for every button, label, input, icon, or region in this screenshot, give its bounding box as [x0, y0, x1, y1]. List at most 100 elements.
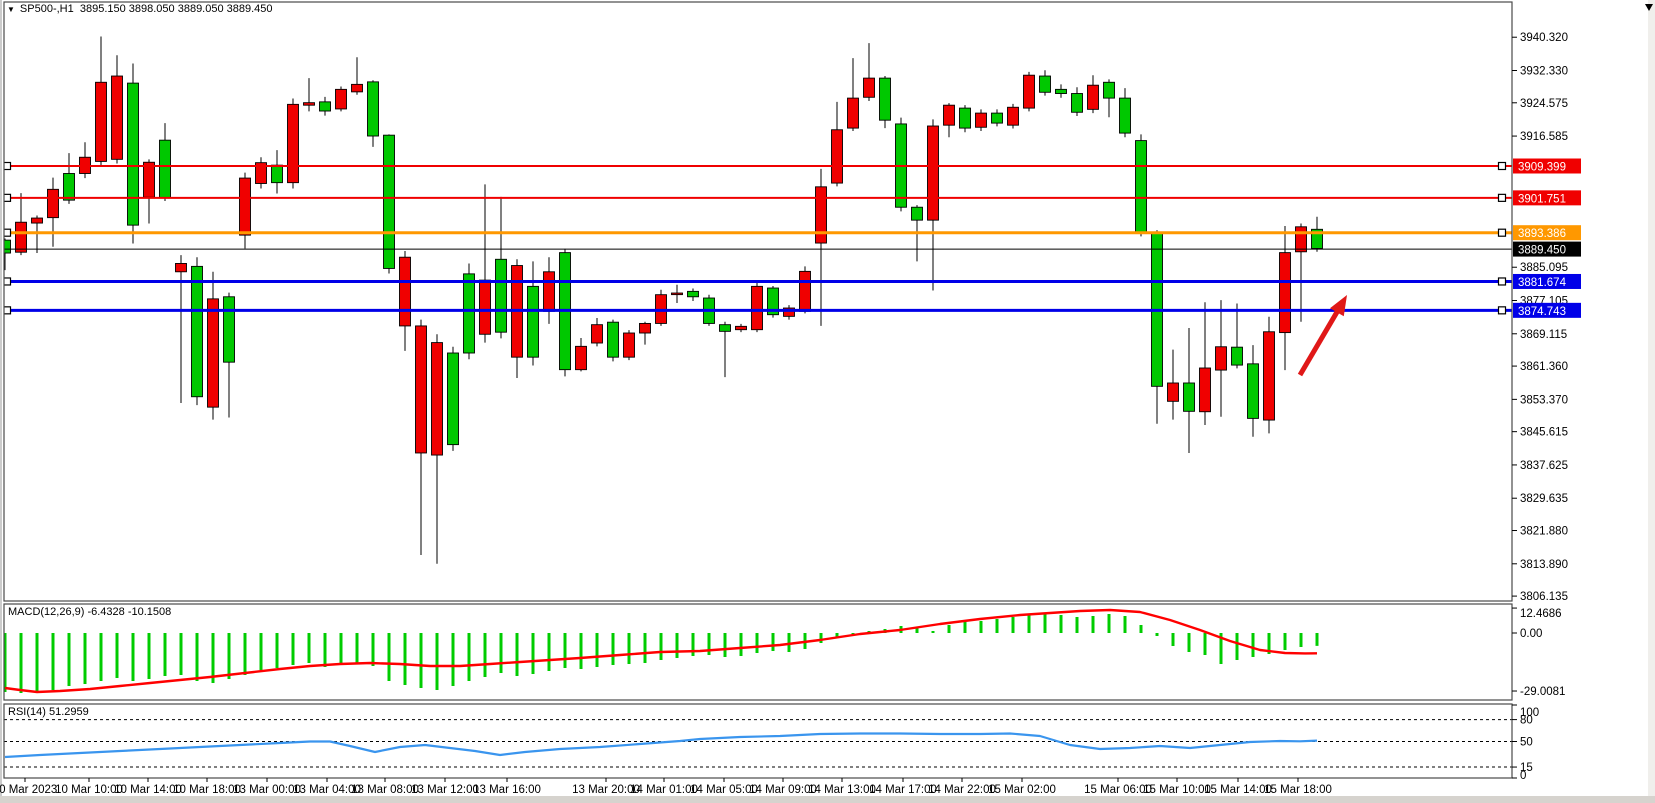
candle[interactable] [815, 168, 827, 326]
candle[interactable] [991, 109, 1003, 127]
candle-body [943, 104, 955, 126]
candle[interactable] [591, 318, 603, 347]
candle[interactable] [495, 196, 507, 339]
candle[interactable] [127, 63, 139, 244]
candle[interactable] [575, 338, 587, 372]
line-handle[interactable] [1497, 193, 1507, 202]
line-handle[interactable] [1497, 228, 1507, 237]
time-tick-label: 14 Mar 13:00 [808, 784, 876, 796]
candle[interactable] [1023, 71, 1035, 112]
candle[interactable] [431, 334, 443, 564]
candle[interactable] [0, 238, 11, 271]
line-handle[interactable] [4, 193, 12, 202]
price-axis[interactable]: 3940.320 3932.330 3924.575 3916.585 3885.095… [1512, 32, 1581, 782]
candle[interactable] [927, 119, 939, 291]
candle[interactable] [1167, 349, 1179, 420]
candle[interactable] [1071, 87, 1083, 117]
candle[interactable] [255, 157, 267, 189]
scroll-to-end-icon[interactable] [1645, 4, 1653, 11]
candle[interactable] [367, 80, 379, 147]
time-tick-label: 13 Mar 00:00 [233, 784, 301, 796]
candle[interactable] [847, 58, 859, 132]
candle[interactable] [95, 36, 107, 166]
candle[interactable] [1199, 302, 1211, 426]
candle[interactable] [1007, 103, 1019, 129]
candle[interactable] [687, 288, 699, 301]
trend-arrow-annotation[interactable] [1297, 295, 1347, 377]
line-handle[interactable] [1497, 306, 1507, 315]
candle[interactable] [447, 346, 459, 451]
symbol-dropdown-icon[interactable]: ▼ [7, 4, 15, 14]
candle[interactable] [527, 261, 539, 366]
candle[interactable] [767, 285, 779, 318]
candle[interactable] [1183, 328, 1195, 453]
candle[interactable] [719, 321, 731, 378]
candle[interactable] [191, 257, 203, 406]
candle[interactable] [1087, 75, 1099, 114]
candle[interactable] [1039, 70, 1051, 96]
candle[interactable] [47, 177, 59, 247]
candle[interactable] [399, 250, 411, 351]
candle[interactable] [223, 292, 235, 418]
candle[interactable] [607, 319, 619, 362]
candle[interactable] [655, 289, 667, 326]
candle[interactable] [959, 105, 971, 133]
candle-body [463, 273, 475, 354]
macd-panel[interactable] [4, 608, 1319, 694]
candle[interactable] [783, 305, 795, 320]
candle[interactable] [1231, 303, 1243, 369]
candle-body [831, 129, 843, 184]
candle[interactable] [351, 57, 363, 95]
candle[interactable] [31, 215, 43, 254]
candle[interactable] [1135, 134, 1147, 237]
candle[interactable] [943, 103, 955, 138]
candle[interactable] [1279, 225, 1291, 371]
candle[interactable] [239, 172, 251, 249]
candle-body [1311, 228, 1323, 249]
candle[interactable] [1311, 216, 1323, 252]
candle[interactable] [1247, 345, 1259, 437]
candle[interactable] [671, 284, 683, 304]
candle[interactable] [1295, 223, 1307, 322]
candle[interactable] [175, 255, 187, 403]
candle[interactable] [863, 43, 875, 102]
candle[interactable] [751, 281, 763, 333]
candle-body [687, 290, 699, 298]
candle-body [975, 112, 987, 128]
candle[interactable] [207, 271, 219, 420]
candle[interactable] [831, 101, 843, 187]
line-handle[interactable] [4, 306, 12, 315]
candle[interactable] [111, 55, 123, 164]
candle[interactable] [799, 266, 811, 314]
line-handle[interactable] [4, 277, 12, 286]
candle-body [1119, 97, 1131, 134]
candle[interactable] [63, 153, 75, 204]
line-handle[interactable] [4, 161, 12, 171]
candle[interactable] [735, 323, 747, 333]
candle[interactable] [383, 134, 395, 274]
candle[interactable] [1119, 88, 1131, 138]
candle-body [15, 221, 27, 253]
candle[interactable] [1055, 84, 1067, 98]
candle[interactable] [287, 98, 299, 189]
candle[interactable] [303, 78, 315, 112]
candle[interactable] [639, 321, 651, 345]
candle[interactable] [623, 330, 635, 361]
candle[interactable] [415, 319, 427, 556]
candle[interactable] [319, 96, 331, 116]
candle[interactable] [335, 86, 347, 112]
rsi-panel[interactable] [4, 719, 1512, 768]
candle[interactable] [559, 248, 571, 377]
line-handle[interactable] [4, 228, 12, 237]
candle[interactable] [1263, 316, 1275, 434]
candle[interactable] [15, 193, 27, 256]
line-handle[interactable] [1497, 161, 1507, 171]
candle[interactable] [975, 109, 987, 132]
line-handle[interactable] [1497, 277, 1507, 286]
candle[interactable] [879, 76, 891, 129]
candle[interactable] [1215, 300, 1227, 417]
bottom-edge-strip [0, 796, 1655, 803]
candle[interactable] [1103, 79, 1115, 118]
